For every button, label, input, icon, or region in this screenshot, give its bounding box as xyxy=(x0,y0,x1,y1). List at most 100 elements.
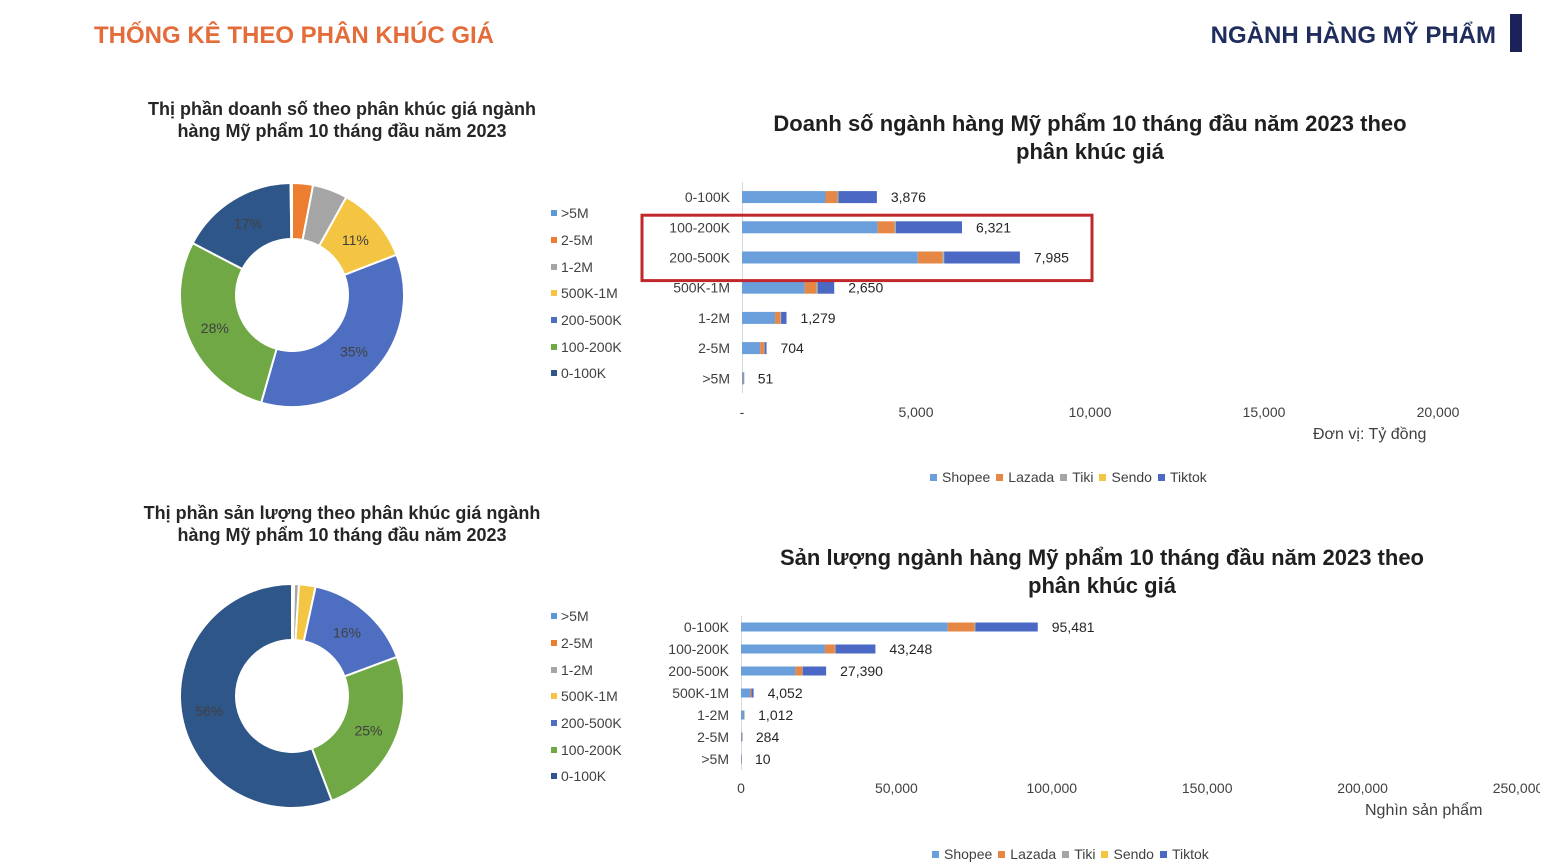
volume-bar-200-500k-lazada xyxy=(795,666,803,676)
volume-x-tick-label: 250,000 xyxy=(1493,780,1540,796)
revenue-share-slice-label-100-200k: 28% xyxy=(201,320,229,336)
volume-bar-5m-tiktok xyxy=(741,754,742,764)
legend-label: >5M xyxy=(561,205,589,222)
legend-label: 0-100K xyxy=(561,768,607,785)
revenue-bar-1-2m-lazada xyxy=(775,311,781,324)
volume-total-label-500k-1m: 4,052 xyxy=(768,685,803,701)
revenue-bar-100-200k-lazada xyxy=(877,221,895,234)
volume-bar-200-500k-tiktok xyxy=(802,666,827,676)
volume-bar-0-100k-sendo xyxy=(975,622,976,632)
revenue-category-label-100-200k: 100-200K xyxy=(669,219,730,235)
legend-swatch xyxy=(1159,850,1167,858)
volume-category-label-5m: >5M xyxy=(701,751,729,767)
revenue-bar-title-line-2: phân khúc giá xyxy=(1016,139,1164,164)
legend-swatch xyxy=(1062,850,1070,858)
revenue-bar-1-2m-shopee xyxy=(742,311,776,324)
revenue-bar-1-2m-tiktok xyxy=(781,311,787,324)
revenue-total-label-500k-1m: 2,650 xyxy=(848,280,883,296)
volume-category-label-2-5m: 2-5M xyxy=(697,729,729,745)
legend-label: Sendo xyxy=(1113,846,1154,862)
revenue-share-donut: 11% 35% 28% 17% xyxy=(179,181,405,408)
volume-bar-200-500k-shopee xyxy=(741,666,796,676)
volume-x-tick-label: 100,000 xyxy=(1026,780,1077,796)
revenue-share-title-line-1: Thị phần doanh số theo phân khúc giá ngà… xyxy=(148,99,536,119)
legend-swatch xyxy=(1060,473,1068,481)
revenue-bar-1-2m-tiki xyxy=(780,311,781,324)
legend-swatch xyxy=(551,746,557,753)
industry-accent-bar xyxy=(1510,14,1522,52)
volume-share-legend-item-1-2m: 1-2M xyxy=(551,656,622,683)
volume-bar-500k-1m-lazada xyxy=(750,688,752,698)
volume-category-label-200-500k: 200-500K xyxy=(668,663,729,679)
volume-share-title: Thị phần sản lượng theo phân khúc giá ng… xyxy=(102,502,582,546)
revenue-bar-2-5m-tiki xyxy=(763,342,765,355)
revenue-bar-500k-1m-tiktok xyxy=(817,281,835,294)
revenue-bar-200-500k-tiki xyxy=(942,251,944,264)
volume-bar-100-200k-shopee xyxy=(741,644,825,654)
volume-x-tick-label: 150,000 xyxy=(1182,780,1233,796)
revenue-share-legend-item-0-100k: 0-100K xyxy=(551,360,622,387)
legend-label: 100-200K xyxy=(561,741,622,758)
volume-share-title-line-2: hàng Mỹ phẩm 10 tháng đầu năm 2023 xyxy=(177,525,507,545)
revenue-bar-500k-1m-shopee xyxy=(742,281,805,294)
volume-category-label-1-2m: 1-2M xyxy=(697,707,729,723)
revenue-share-legend-item-100-200k: 100-200K xyxy=(551,333,622,360)
section-title: THỐNG KÊ THEO PHÂN KHÚC GIÁ xyxy=(94,22,495,49)
volume-share-legend-item-2-5m: 2-5M xyxy=(551,630,622,657)
legend-swatch xyxy=(551,317,557,324)
legend-label: 1-2M xyxy=(561,258,593,275)
revenue-bar-200-500k-sendo xyxy=(943,251,945,264)
revenue-share-legend: >5M 2-5M 1-2M 500K-1M 200-500K 100-200K 0-100K xyxy=(551,200,622,387)
legend-swatch xyxy=(551,263,557,270)
legend-label: Lazada xyxy=(1008,469,1055,485)
revenue-bar-200-500k-lazada xyxy=(917,251,943,264)
industry-title: NGÀNH HÀNG MỸ PHẨM xyxy=(1210,22,1496,49)
revenue-share-title-line-2: hàng Mỹ phẩm 10 tháng đầu năm 2023 xyxy=(177,121,507,141)
revenue-bar-5m-shopee xyxy=(742,372,744,385)
revenue-x-tick-label: 10,000 xyxy=(1069,404,1112,420)
revenue-bar-100-200k-sendo xyxy=(895,221,896,234)
volume-share-legend-item-0-100k: 0-100K xyxy=(551,763,622,790)
revenue-x-tick-label: 20,000 xyxy=(1417,404,1460,420)
volume-bar-200-500k-tiki xyxy=(802,666,803,676)
volume-share-title-line-1: Thị phần sản lượng theo phân khúc giá ng… xyxy=(143,503,541,523)
legend-label: 100-200K xyxy=(561,338,622,355)
revenue-category-label-1-2m: 1-2M xyxy=(698,310,730,326)
revenue-bar-0-100k-lazada xyxy=(825,191,838,204)
volume-bar-0-100k-shopee xyxy=(741,622,948,632)
legend-label: 2-5M xyxy=(561,232,593,249)
revenue-share-legend-item-1-2m: 1-2M xyxy=(551,253,622,280)
volume-bar-1-2m-tiktok xyxy=(743,710,745,720)
revenue-bar-title-line-1: Doanh số ngành hàng Mỹ phẩm 10 tháng đầu… xyxy=(773,111,1407,136)
revenue-legend-item-tiktok: Tiktok xyxy=(1157,469,1207,485)
revenue-share-legend-item-5m: >5M xyxy=(551,200,622,227)
legend-swatch xyxy=(551,773,557,780)
volume-category-label-500k-1m: 500K-1M xyxy=(672,685,729,701)
revenue-bar-title: Doanh số ngành hàng Mỹ phẩm 10 tháng đầu… xyxy=(710,110,1470,166)
legend-label: 0-100K xyxy=(561,365,607,382)
volume-bar-500k-1m-tiktok xyxy=(751,688,754,698)
volume-bar-2-5m-tiktok xyxy=(741,732,743,742)
revenue-unit-label: Đơn vị: Tỷ đồng xyxy=(1313,426,1427,443)
revenue-bar-5m-lazada xyxy=(743,372,744,385)
legend-swatch xyxy=(1099,473,1107,481)
revenue-share-legend-item-200-500k: 200-500K xyxy=(551,307,622,334)
legend-swatch xyxy=(551,666,557,673)
volume-bar-0-100k-tiki xyxy=(974,622,976,632)
volume-legend-item-sendo: Sendo xyxy=(1101,846,1154,862)
volume-bar-0-100k-lazada xyxy=(947,622,975,632)
volume-legend-item-tiki: Tiki xyxy=(1062,846,1095,862)
revenue-total-label-200-500k: 7,985 xyxy=(1034,250,1069,266)
revenue-legend-item-tiki: Tiki xyxy=(1060,469,1093,485)
revenue-highlight-box xyxy=(640,213,1094,283)
revenue-total-label-0-100k: 3,876 xyxy=(891,189,926,205)
volume-legend-item-lazada: Lazada xyxy=(998,846,1056,862)
legend-label: 1-2M xyxy=(561,661,593,678)
legend-label: Tiktok xyxy=(1169,469,1207,485)
volume-category-label-0-100k: 0-100K xyxy=(684,619,730,635)
volume-share-slice-label-0-100k: 56% xyxy=(195,703,223,719)
volume-unit-label: Nghìn sản phẩm xyxy=(1365,802,1483,819)
volume-share-slice-label-200-500k: 16% xyxy=(333,624,361,640)
volume-platform-legend: Shopee Lazada Tiki Sendo Tiktok xyxy=(932,846,1215,862)
volume-bar-2-5m-shopee xyxy=(741,732,742,742)
